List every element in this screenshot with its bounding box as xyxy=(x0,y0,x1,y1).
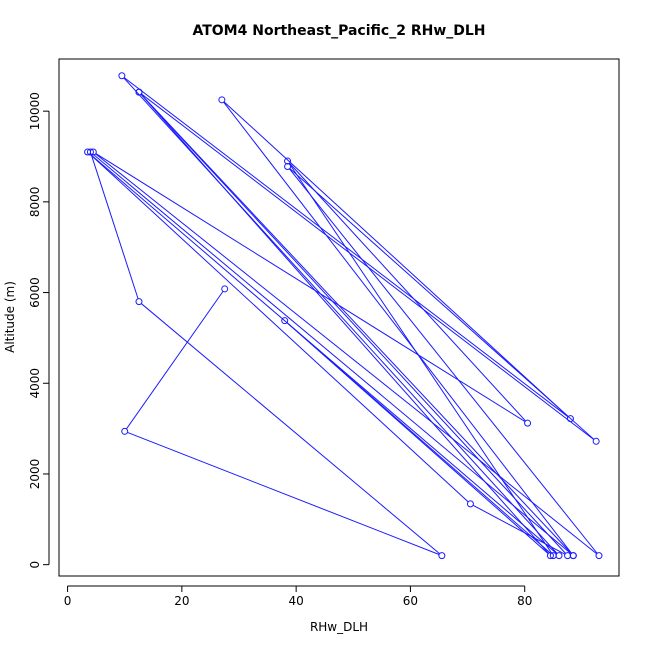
data-point xyxy=(466,500,474,508)
series-segment xyxy=(288,163,553,554)
data-point xyxy=(135,298,143,306)
y-tick-label: 6000 xyxy=(28,277,42,308)
data-point xyxy=(284,157,292,165)
series-segment xyxy=(92,153,572,555)
data-point xyxy=(135,88,143,96)
data-point xyxy=(555,552,563,560)
series-segment xyxy=(140,94,549,554)
series-segment xyxy=(95,153,526,423)
series-lines xyxy=(89,77,598,555)
y-tick-label: 10000 xyxy=(28,92,42,130)
data-point xyxy=(86,148,94,156)
data-point xyxy=(121,427,129,435)
series-segment xyxy=(90,154,139,299)
series-segment xyxy=(140,303,440,555)
series-segment xyxy=(140,93,566,554)
data-point xyxy=(221,285,229,293)
data-point xyxy=(595,552,603,560)
series-segment xyxy=(286,322,552,554)
data-point xyxy=(524,419,532,427)
series-points xyxy=(84,72,603,560)
series-segment xyxy=(123,77,558,554)
data-point xyxy=(438,552,446,560)
y-tick-label: 8000 xyxy=(28,187,42,218)
series-segment xyxy=(141,93,595,440)
series-segment xyxy=(126,291,224,430)
x-tick-label: 60 xyxy=(403,594,418,608)
x-tick-label: 40 xyxy=(289,594,304,608)
data-point xyxy=(566,415,574,423)
series-segment xyxy=(140,93,572,554)
data-point xyxy=(284,162,292,170)
x-tick-label: 0 xyxy=(64,594,72,608)
data-point xyxy=(218,96,226,104)
series-segment xyxy=(289,168,598,554)
plot-area xyxy=(58,58,620,577)
data-point xyxy=(89,148,97,156)
data-point xyxy=(592,437,600,445)
y-tick-label: 2000 xyxy=(28,459,42,490)
data-point xyxy=(546,552,554,560)
y-axis: 0 2000 4000 6000 8000 10000 xyxy=(28,92,50,569)
series-segment xyxy=(289,162,526,422)
data-point xyxy=(281,317,289,325)
series-segment xyxy=(127,431,440,555)
chart-title: ATOM4 Northeast_Pacific_2 RHw_DLH xyxy=(192,23,485,39)
y-axis-title: Altitude (m) xyxy=(3,281,17,353)
y-tick-label: 4000 xyxy=(28,368,42,399)
data-point xyxy=(118,72,126,80)
series-segment xyxy=(472,504,566,555)
data-point xyxy=(564,552,572,560)
series-segment xyxy=(289,168,595,440)
x-axis-title: RHw_DLH xyxy=(310,620,368,634)
series-segment xyxy=(95,153,597,555)
series-segment xyxy=(223,101,572,554)
x-tick-label: 20 xyxy=(174,594,189,608)
y-tick-label: 0 xyxy=(28,561,42,569)
series-segment xyxy=(223,101,569,417)
data-point xyxy=(569,552,577,560)
x-axis: 0 20 40 60 80 xyxy=(64,585,532,608)
series-segment xyxy=(89,153,469,503)
data-point xyxy=(549,552,557,560)
x-tick-label: 80 xyxy=(517,594,532,608)
